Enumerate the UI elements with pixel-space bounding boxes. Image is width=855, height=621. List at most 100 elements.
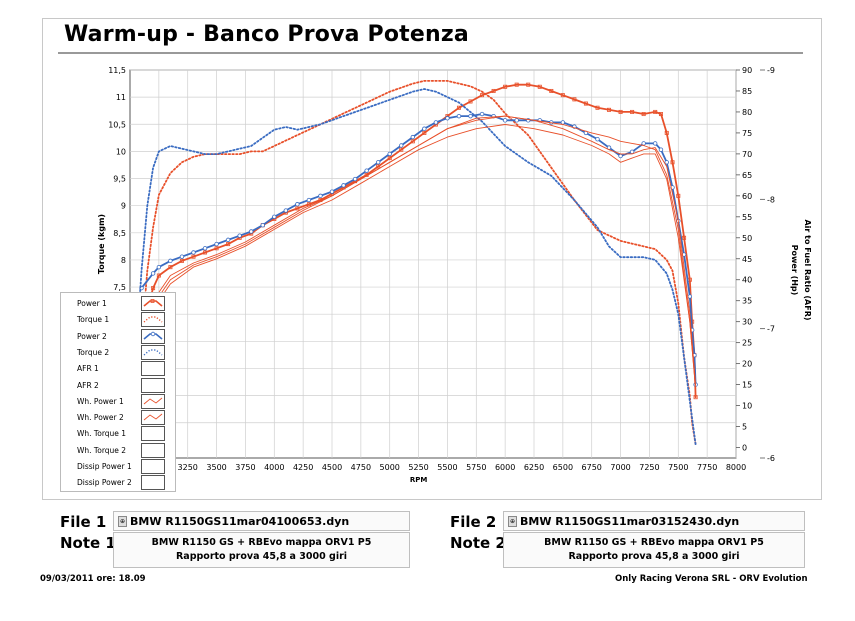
legend-swatch — [141, 344, 165, 360]
data-point-power-1 — [399, 147, 404, 152]
data-point-power-2 — [375, 160, 381, 165]
data-point-power-1 — [480, 93, 485, 98]
x-tick-label: 4250 — [293, 463, 313, 472]
power-tick-label: 90 — [742, 66, 752, 75]
note2-line2: Rapporto prova 45,8 a 3000 giri — [568, 551, 740, 562]
data-point-power-2 — [352, 176, 358, 182]
x-tick-label: 8000 — [726, 463, 746, 472]
data-point-power-1 — [387, 156, 392, 161]
file1-name: BMW R1150GS11mar04100653.dyn — [130, 515, 350, 528]
data-point-power-2 — [445, 116, 450, 121]
data-point-power-2 — [468, 113, 473, 119]
torque-tick-label: 9 — [121, 202, 126, 211]
torque-tick-label: 8 — [121, 256, 126, 265]
legend-label: Dissip Power 1 — [77, 462, 132, 471]
data-point-power-2 — [560, 120, 566, 125]
x-tick-label: 6750 — [582, 463, 602, 472]
power-tick-label: 45 — [742, 255, 752, 264]
x-tick-label: 7500 — [668, 463, 688, 472]
legend-entry: Wh. Power 2 — [61, 409, 175, 426]
data-point-power-2 — [318, 193, 323, 199]
data-point-power-1 — [676, 193, 681, 198]
legend-entry: Wh. Torque 2 — [61, 442, 175, 458]
legend-label: Torque 2 — [77, 347, 110, 357]
data-point-power-1 — [491, 88, 496, 93]
data-point-power-2 — [179, 254, 185, 259]
legend-entry: Power 1 — [61, 295, 175, 311]
x-tick-label: 4750 — [351, 463, 371, 472]
x-tick-label: 5250 — [408, 463, 428, 472]
data-point-power-1 — [422, 130, 427, 135]
series-line-wh-power-1 — [141, 124, 697, 390]
legend-entry: Dissip Power 2 — [61, 474, 175, 491]
legend-swatch — [141, 361, 165, 377]
afr-tick-label: -9 — [767, 66, 775, 75]
legend-swatch — [141, 328, 165, 344]
power-tick-label: 15 — [742, 381, 752, 390]
note1-line1: BMW R1150 GS + RBEvo mappa ORV1 P5 — [151, 537, 372, 548]
power-tick-label: 60 — [742, 192, 752, 201]
data-point-power-1 — [630, 109, 635, 114]
file2-label: File 2 — [450, 513, 497, 531]
file1-label: File 1 — [60, 513, 107, 531]
legend-label: Dissip Power 2 — [77, 478, 132, 488]
data-point-power-1 — [191, 254, 196, 259]
data-point-power-1 — [526, 82, 531, 87]
legend-label: Wh. Torque 2 — [77, 445, 127, 455]
torque-tick-label: 11 — [116, 93, 126, 102]
legend-swatch — [141, 312, 165, 328]
x-tick-label: 6250 — [524, 463, 544, 472]
x-tick-label: 7250 — [639, 463, 659, 472]
footer-company: Only Racing Verona SRL - ORV Evolution — [615, 574, 808, 584]
torque-tick-label: 10 — [116, 147, 126, 156]
file-icon: ⊕ — [508, 516, 517, 527]
legend-entry: Wh. Torque 1 — [61, 425, 175, 442]
legend-label: Wh. Power 1 — [77, 396, 124, 406]
note2-label: Note 2 — [450, 534, 506, 552]
power-tick-label: 35 — [742, 297, 752, 306]
x-tick-label: 7000 — [610, 463, 630, 472]
note2-box: BMW R1150 GS + RBEvo mappa ORV1 P5 Rappo… — [503, 532, 805, 568]
data-point-power-2 — [595, 137, 600, 142]
data-point-power-2 — [341, 183, 346, 188]
data-point-power-1 — [670, 160, 675, 165]
data-point-power-2 — [283, 208, 289, 213]
data-point-power-2 — [214, 241, 219, 247]
legend-entry: Dissip Power 1 — [61, 458, 175, 474]
torque-tick-label: 8,5 — [113, 229, 126, 238]
chart-legend: Power 1 Torque 1 Power 2 Torque 2 AFR 1 AFR 2… — [60, 292, 176, 492]
power-tick-label: 5 — [742, 423, 747, 432]
data-point-power-1 — [156, 273, 161, 278]
data-point-power-2 — [658, 147, 664, 152]
x-tick-label: 3500 — [206, 463, 226, 472]
data-point-power-1 — [214, 246, 219, 251]
series-line-wh-power-3 — [141, 115, 697, 386]
data-point-power-2 — [364, 168, 369, 173]
data-point-power-1 — [226, 242, 231, 247]
afr-tick-label: -7 — [767, 325, 775, 334]
data-point-power-2 — [514, 118, 519, 123]
torque-tick-label: 9,5 — [113, 175, 126, 184]
legend-swatch — [141, 393, 165, 409]
data-point-power-2 — [329, 189, 335, 194]
legend-swatch — [141, 377, 165, 393]
legend-entry: Torque 1 — [61, 311, 175, 328]
page-title: Warm-up - Banco Prova Potenza — [64, 22, 469, 47]
legend-label: Power 1 — [77, 299, 107, 308]
legend-swatch — [141, 426, 165, 442]
power-tick-label: 50 — [742, 234, 752, 243]
data-point-power-2 — [295, 202, 300, 207]
file2-box: ⊕ BMW R1150GS11mar03152430.dyn — [503, 511, 805, 531]
file-icon: ⊕ — [118, 516, 127, 527]
data-point-power-1 — [560, 93, 565, 98]
data-point-power-2 — [272, 214, 277, 220]
data-point-power-2 — [191, 250, 196, 255]
power-tick-label: 55 — [742, 213, 752, 222]
data-point-power-2 — [168, 258, 173, 264]
y-axis-label-power: Power (Hp) — [790, 245, 799, 296]
data-point-power-1 — [468, 99, 473, 104]
torque-tick-label: 7,5 — [113, 283, 126, 292]
power-tick-label: 85 — [742, 87, 752, 96]
power-tick-label: 0 — [742, 444, 747, 453]
data-point-power-1 — [168, 265, 173, 270]
